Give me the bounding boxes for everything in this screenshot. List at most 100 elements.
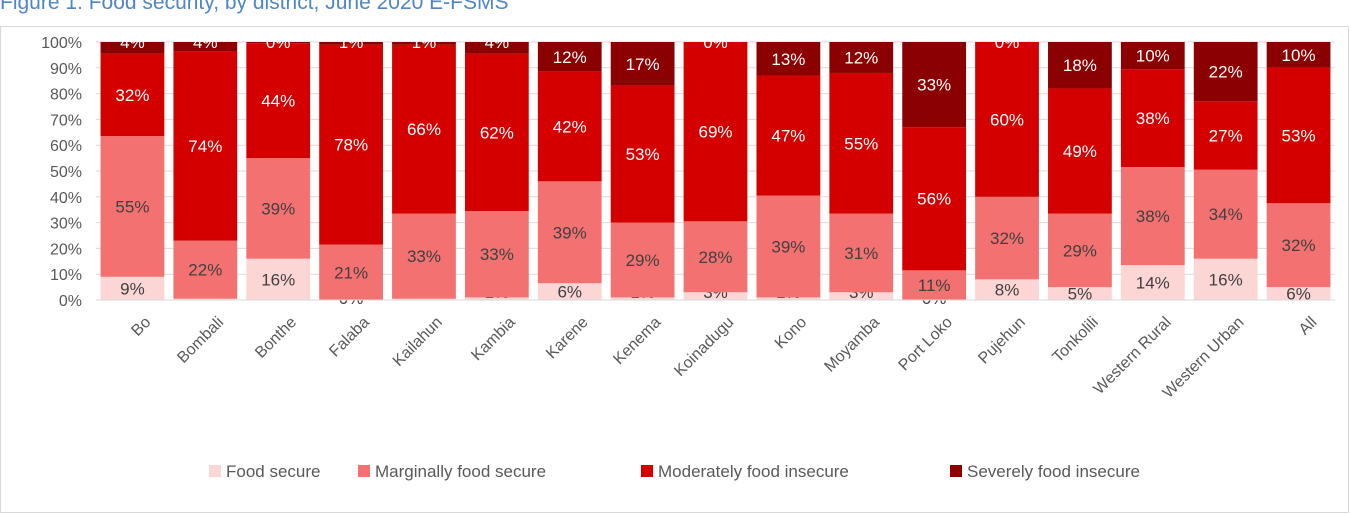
bar-segment — [756, 297, 821, 300]
bar-stack: 5% 29% 49% 18% — [1048, 42, 1112, 304]
data-label: 18% — [1063, 56, 1097, 75]
legend-item: Moderately food insecure — [641, 462, 849, 481]
bar-segment — [902, 42, 967, 128]
data-label: 49% — [1063, 142, 1097, 161]
bar-segment — [1120, 265, 1185, 300]
bar-segment — [537, 42, 602, 72]
bar-segment — [1266, 287, 1331, 300]
bar-segment — [100, 53, 165, 137]
data-label: 4% — [485, 33, 510, 52]
data-label: 8% — [995, 281, 1020, 300]
bar-segment — [464, 42, 529, 54]
bar-segment — [464, 297, 529, 300]
legend-label: Marginally food secure — [375, 462, 546, 481]
data-label: 22% — [188, 261, 222, 280]
legend-item: Marginally food secure — [358, 462, 546, 481]
legend-swatch — [358, 465, 370, 477]
data-label: 6% — [1286, 285, 1311, 304]
data-label: 17% — [626, 55, 660, 74]
bar-segment — [1193, 169, 1258, 259]
bar-segment — [610, 222, 675, 298]
bar-stack: 14% 38% 38% 10% — [1120, 42, 1185, 300]
bar-stack: 3%28%69%0% — [683, 33, 748, 302]
bars: 9% 55% 32% 4% 1% 22% 74% 4% 16% 39% 44% 0% 0% 21% 78% 1… — [100, 33, 1331, 308]
y-tick-label: 0% — [59, 293, 82, 310]
bar-segment — [829, 292, 894, 300]
category-label: Bo — [128, 314, 154, 340]
data-label: 27% — [1209, 127, 1243, 146]
bar-segment — [975, 42, 1039, 197]
bar-stack: 3%31%55%12% — [829, 42, 894, 302]
data-label: 39% — [261, 199, 295, 218]
legend-item: Severely food insecure — [950, 462, 1140, 481]
y-tick-label: 60% — [50, 138, 82, 155]
bar-segment — [173, 298, 238, 300]
bar-segment — [392, 44, 456, 214]
data-label: 4% — [193, 33, 218, 52]
y-tick-label: 80% — [50, 87, 82, 104]
category-label: Tonkolili — [1050, 314, 1102, 366]
data-label: 74% — [188, 137, 222, 156]
category-label: Falaba — [326, 314, 373, 361]
bar-segment — [173, 240, 238, 299]
data-label: 33% — [480, 245, 514, 264]
bar-segment — [1193, 42, 1258, 102]
y-tick-label: 30% — [50, 216, 82, 233]
bar-stack: 6% 39% 42% 12% — [537, 42, 602, 302]
bar-segment — [1048, 287, 1112, 300]
legend-label: Moderately food insecure — [658, 462, 849, 481]
bar-segment — [756, 75, 821, 196]
data-label: 1% — [339, 33, 364, 52]
category-label: Bonthe — [252, 314, 300, 362]
legend-swatch — [641, 465, 653, 477]
bar-segment — [902, 127, 967, 271]
data-label: 29% — [1063, 241, 1097, 260]
bar-segment — [1120, 167, 1185, 266]
data-label: 47% — [771, 127, 805, 146]
data-label: 10% — [1136, 47, 1170, 66]
bar-segment — [829, 42, 894, 73]
bar-segment — [1120, 42, 1185, 70]
category-label: Karene — [543, 314, 592, 363]
x-axis: Bo Bombali Bonthe Falaba Kailahun Kambia Karen… — [96, 299, 1335, 402]
bar-segment — [319, 42, 383, 45]
bar-segment — [829, 213, 894, 293]
data-label: 12% — [844, 48, 878, 67]
y-tick-label: 20% — [50, 241, 82, 258]
data-label: 60% — [990, 110, 1024, 129]
data-label: 78% — [334, 136, 368, 155]
data-label: 21% — [334, 263, 368, 282]
data-label: 10% — [1282, 46, 1316, 65]
bar-stack: 1%39%47%13% — [756, 42, 821, 302]
bar-segment — [683, 292, 748, 300]
legend-item: Food secure — [209, 462, 321, 481]
data-label: 29% — [626, 251, 660, 270]
y-tick-label: 50% — [50, 164, 82, 181]
data-label: 62% — [480, 123, 514, 142]
bar-segment — [537, 283, 602, 300]
data-label: 38% — [1136, 109, 1170, 128]
bar-segment — [1048, 213, 1112, 288]
bar-stack: 8% 32% 60% 0% — [975, 33, 1039, 300]
category-label: Kambia — [468, 314, 518, 364]
data-label: 33% — [917, 76, 951, 95]
data-label: 53% — [626, 145, 660, 164]
data-label: 22% — [1209, 63, 1243, 82]
bar-segment — [1193, 101, 1258, 170]
data-label: 16% — [261, 270, 295, 289]
bar-segment — [610, 297, 675, 300]
data-label: 1% — [412, 33, 437, 52]
bar-stack: 9% 55% 32% 4% — [100, 33, 165, 300]
bar-segment — [1266, 67, 1331, 204]
bar-segment — [246, 158, 311, 259]
data-label: 33% — [407, 247, 441, 266]
bar-segment — [100, 276, 165, 300]
bar-segment — [683, 42, 748, 222]
y-tick-label: 70% — [50, 112, 82, 129]
data-label: 16% — [1209, 270, 1243, 289]
data-label: 12% — [553, 48, 587, 67]
bar-stack: 0%21%78%1% — [319, 33, 383, 308]
bar-segment — [173, 42, 238, 52]
bar-segment — [319, 244, 383, 300]
bar-segment — [902, 270, 967, 300]
